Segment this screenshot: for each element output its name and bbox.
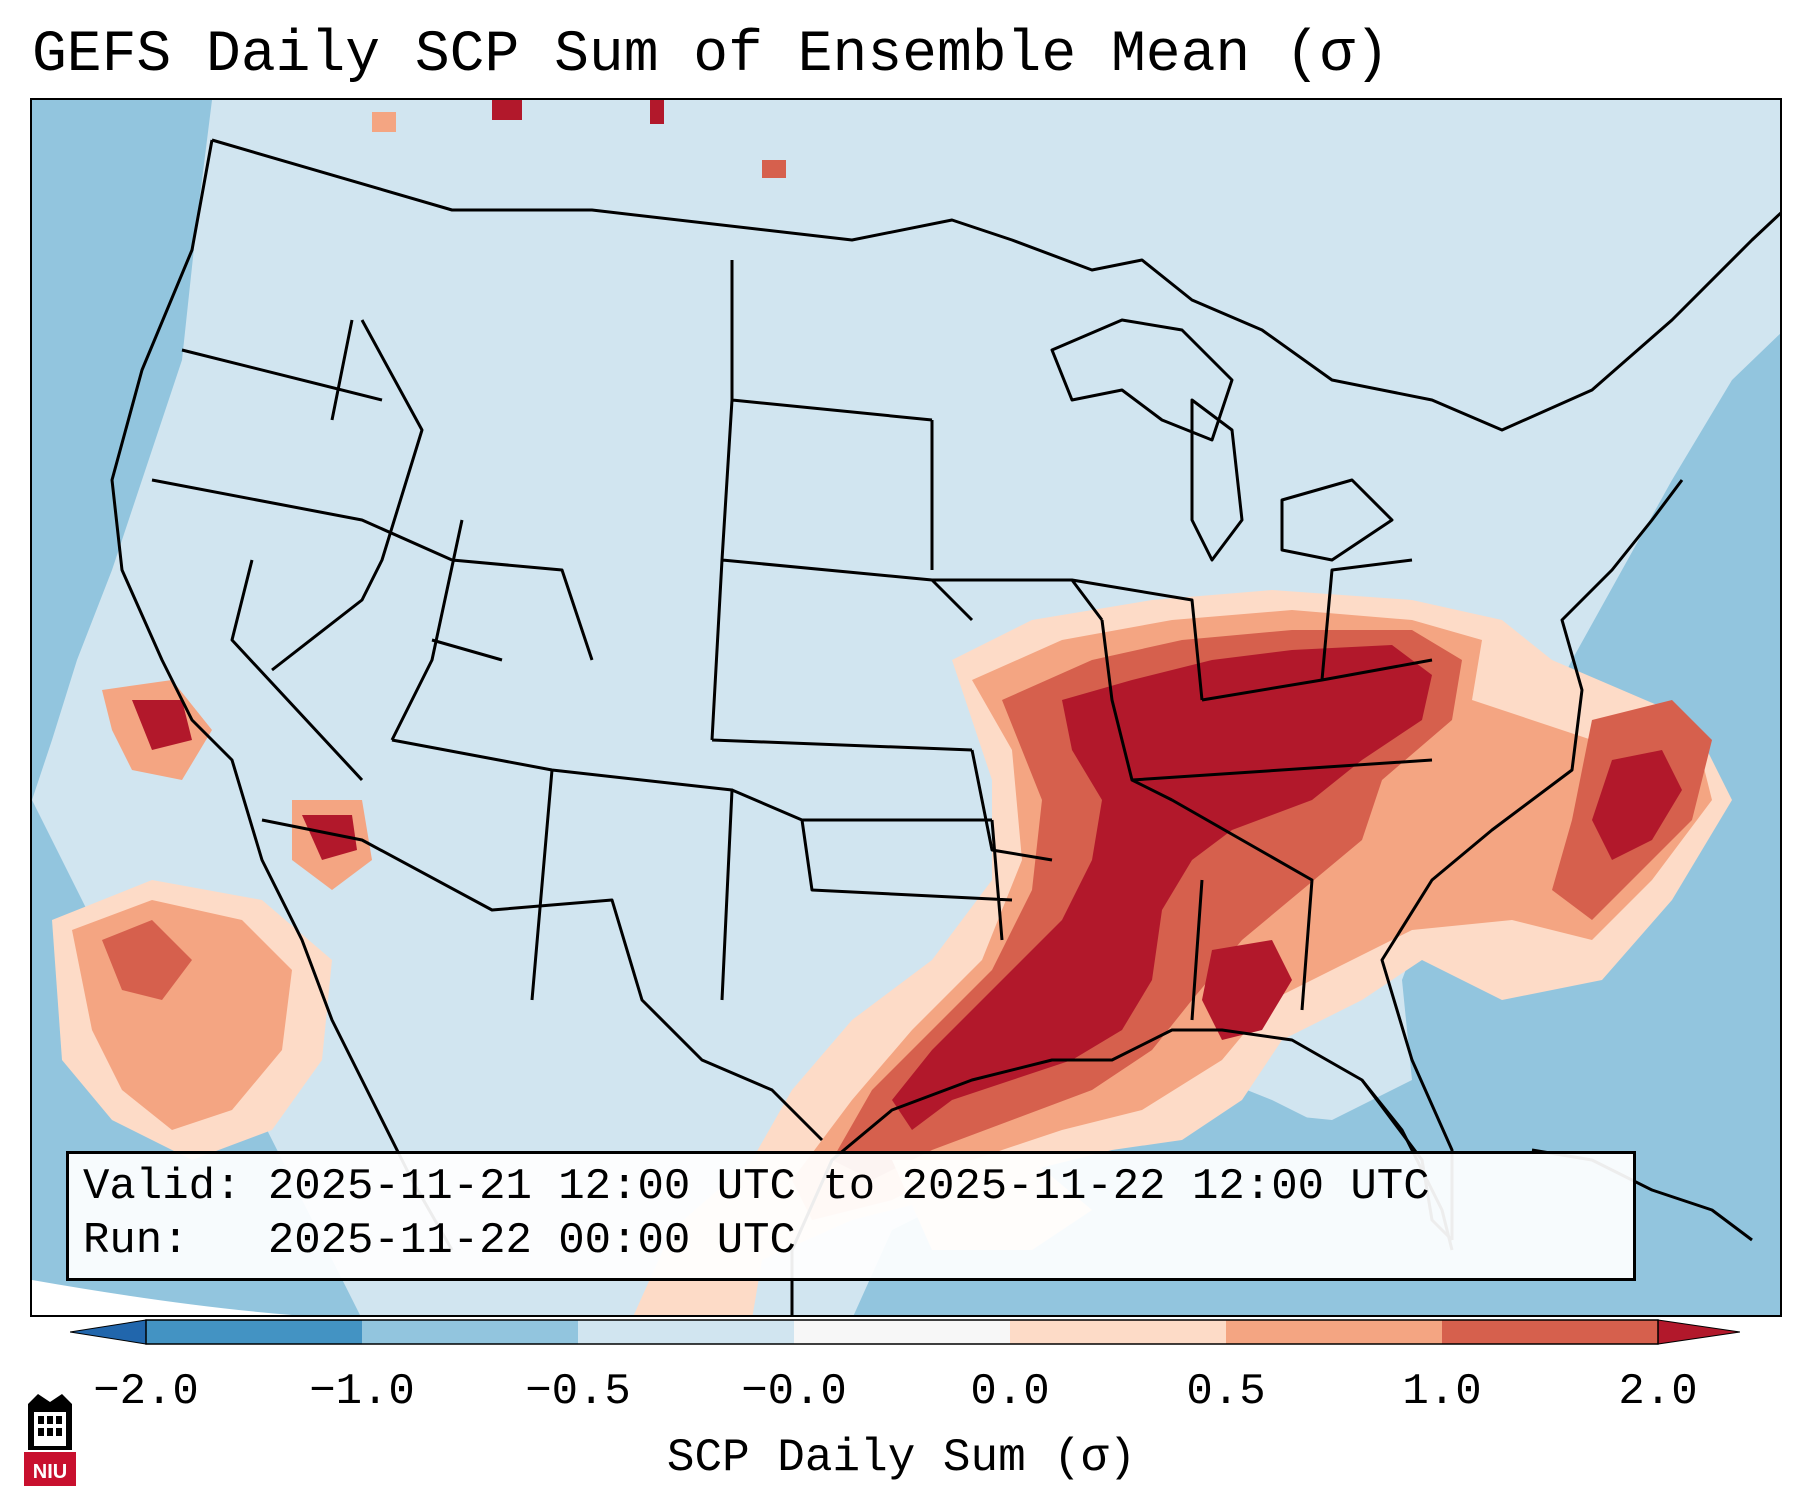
- state-lines-east: [930, 420, 1433, 1021]
- scp-pacific-mid: [102, 920, 192, 1000]
- map-title: GEFS Daily SCP Sum of Ensemble Mean (σ): [32, 23, 1390, 88]
- colorbar-svg: [69, 1319, 1741, 1345]
- corner-white: [32, 1280, 292, 1315]
- scp-socal-high: [302, 815, 357, 860]
- scp-california-high: [132, 700, 192, 750]
- colorbar-bin-3: [578, 1320, 794, 1344]
- east-coast: [1380, 479, 1684, 1240]
- niu-logo-text: NIU: [33, 1461, 67, 1483]
- atlantic-ocean: [1083, 333, 1780, 1315]
- colorbar-tick-7: 2.0: [1618, 1367, 1698, 1417]
- scp-north-cell-1: [492, 100, 522, 120]
- colorbar-outline: [145, 1319, 1659, 1345]
- colorbar-tick-1: −1.0: [309, 1367, 415, 1417]
- colorbar-tick-5: 0.5: [1186, 1367, 1266, 1417]
- scp-north-cell-4: [650, 100, 664, 124]
- state-lines-plains: [710, 260, 1013, 941]
- mexico-border: [261, 818, 824, 1142]
- colorbar-tick-2: −0.5: [525, 1367, 631, 1417]
- colorbar-tick-6: 1.0: [1402, 1367, 1482, 1417]
- colorbar: [69, 1318, 1741, 1346]
- colorbar-bin-5: [1010, 1320, 1226, 1344]
- scp-north-cell-2: [762, 160, 786, 178]
- colorbar-label: SCP Daily Sum (σ): [666, 1432, 1137, 1484]
- scp-high-region: [892, 645, 1432, 1130]
- colorbar-bin-2: [362, 1320, 578, 1344]
- colorbar-bin-1: [146, 1320, 362, 1344]
- colorbar-over-arrow: [1657, 1319, 1741, 1345]
- valid-time-text: Valid: 2025-11-21 12:00 UTC to 2025-11-2…: [83, 1162, 1430, 1212]
- boundaries: [110, 138, 1780, 1315]
- great-lakes: [1050, 318, 1394, 562]
- niu-logo-icon: NIU: [20, 1390, 80, 1490]
- colorbar-tick-3: −0.0: [741, 1367, 847, 1417]
- scp-north-cell-3: [372, 112, 396, 132]
- map-svg: [32, 100, 1780, 1315]
- canada-border: [211, 138, 1780, 432]
- west-coast: [110, 139, 454, 1251]
- valid-run-info-box: Valid: 2025-11-21 12:00 UTC to 2025-11-2…: [66, 1151, 1636, 1281]
- colorbar-tick-0: −2.0: [93, 1367, 199, 1417]
- run-time-text: Run: 2025-11-22 00:00 UTC: [83, 1216, 796, 1266]
- scp-atlantic-high: [1592, 750, 1682, 860]
- colorbar-tick-4: 0.0: [970, 1367, 1050, 1417]
- colorbar-bin-4: [794, 1320, 1010, 1344]
- pacific-ocean: [32, 100, 212, 800]
- colorbar-under-arrow: [69, 1319, 147, 1345]
- scp-gulf-high: [1202, 940, 1292, 1040]
- colorbar-bin-7: [1442, 1320, 1658, 1344]
- map-panel[interactable]: [30, 98, 1782, 1317]
- colorbar-bin-6: [1226, 1320, 1442, 1344]
